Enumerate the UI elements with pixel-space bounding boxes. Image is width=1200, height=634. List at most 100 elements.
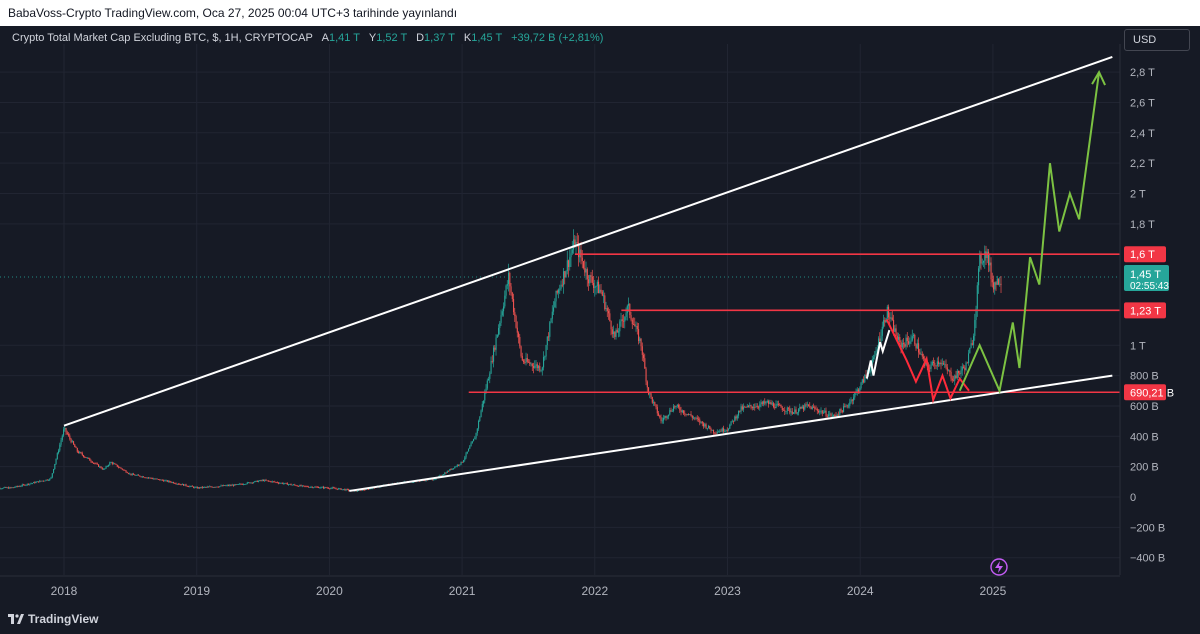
candle-body xyxy=(86,457,88,459)
candle-body xyxy=(481,403,483,411)
candle-body xyxy=(844,406,846,408)
candle-body xyxy=(53,468,55,474)
candle-body xyxy=(154,478,156,480)
candle-body xyxy=(976,285,978,309)
candle-body xyxy=(980,254,982,264)
candle-body xyxy=(796,412,798,414)
candle-body xyxy=(625,313,627,317)
candle-body xyxy=(804,404,806,410)
candle-body xyxy=(364,489,366,491)
candle-body xyxy=(763,401,765,404)
candle-body xyxy=(169,480,171,482)
currency-button[interactable]: USD xyxy=(1124,29,1190,51)
candle-body xyxy=(904,344,906,347)
candle-body xyxy=(161,479,163,481)
candle-body xyxy=(270,481,272,483)
candle-body xyxy=(815,408,817,410)
candle-body xyxy=(621,319,623,321)
candle-body xyxy=(329,488,331,490)
candle-body xyxy=(639,338,641,342)
candle-body xyxy=(614,331,616,337)
low-value: 1,37 T xyxy=(424,32,455,44)
candle-body xyxy=(725,430,727,432)
candle-body xyxy=(70,438,72,443)
candle-body xyxy=(558,289,560,293)
candle-body xyxy=(839,409,841,415)
candle-body xyxy=(706,427,708,429)
candle-body xyxy=(555,290,557,302)
candle-body xyxy=(723,428,725,432)
candle-body xyxy=(808,404,810,406)
candle-body xyxy=(91,461,93,463)
candle-body xyxy=(253,482,255,483)
candle-body xyxy=(958,370,960,373)
candle-body xyxy=(533,366,535,368)
candle-body xyxy=(679,407,681,411)
last-price-badge-bg xyxy=(1124,264,1169,291)
candle-body xyxy=(251,482,253,484)
candle-body xyxy=(140,476,142,478)
candle-body xyxy=(0,488,2,490)
candle-body xyxy=(489,373,491,379)
price-tick-label: 1,8 T xyxy=(1130,219,1155,231)
candle-body xyxy=(959,372,961,374)
candle-body xyxy=(214,487,216,488)
candle-body xyxy=(179,484,181,485)
candle-body xyxy=(485,388,487,393)
candle-body xyxy=(1000,283,1002,285)
candle-body xyxy=(915,344,917,349)
candle-body xyxy=(710,428,712,431)
candle-body xyxy=(569,257,571,267)
candle-body xyxy=(293,484,295,486)
candle-body xyxy=(518,332,520,337)
candle-body xyxy=(654,402,656,405)
candle-body xyxy=(811,406,813,410)
candle-body xyxy=(545,345,547,357)
candle-body xyxy=(669,410,671,415)
candle-body xyxy=(950,371,952,379)
price-scale: 2,8 T 2,6 T 2,4 T 2,2 T 2 T 1,8 T 1 T 800 B 600 … xyxy=(1119,44,1174,575)
candle-body xyxy=(113,463,115,465)
candle-body xyxy=(933,361,935,364)
candle-body xyxy=(853,397,855,401)
candle-body xyxy=(714,432,716,434)
candle-body xyxy=(548,336,550,338)
candle-body xyxy=(981,262,983,264)
level-badge-label: 1,6 T xyxy=(1130,249,1155,261)
candle-body xyxy=(275,482,277,483)
candle-body xyxy=(900,342,902,348)
candle-body xyxy=(758,406,760,408)
candle-body xyxy=(651,397,653,403)
price-tick-label: 400 B xyxy=(1130,431,1159,443)
candle-body xyxy=(108,465,110,467)
candle-body xyxy=(304,485,306,487)
candle-body xyxy=(499,322,501,328)
candle-body xyxy=(813,406,815,408)
candle-body xyxy=(224,485,226,487)
candle-body xyxy=(194,487,196,488)
candle-body xyxy=(191,485,193,487)
candle-body xyxy=(664,416,666,418)
candle-body xyxy=(881,326,883,336)
candle-body xyxy=(136,474,138,476)
candle-body xyxy=(5,487,7,488)
candle-body xyxy=(130,473,132,475)
candle-body xyxy=(674,406,676,408)
upper-trendline xyxy=(63,55,1113,427)
candle-body xyxy=(604,295,606,310)
candle-body xyxy=(790,411,792,413)
candle-body xyxy=(988,251,990,266)
candle-body xyxy=(35,481,37,483)
candle-body xyxy=(283,483,285,485)
candle-body xyxy=(16,486,18,487)
candle-body xyxy=(751,406,753,409)
price-chart[interactable]: 2,8 T 2,6 T 2,4 T 2,2 T 2 T 1,8 T 1 T 800 B 600 … xyxy=(0,26,1200,604)
candle-body xyxy=(344,489,346,491)
candle-body xyxy=(125,470,127,473)
candle-body xyxy=(893,319,895,332)
candle-body xyxy=(538,366,540,369)
candle-body xyxy=(788,407,790,409)
candle-body xyxy=(599,289,601,294)
candle-body xyxy=(769,402,771,404)
candle-body xyxy=(63,429,65,436)
